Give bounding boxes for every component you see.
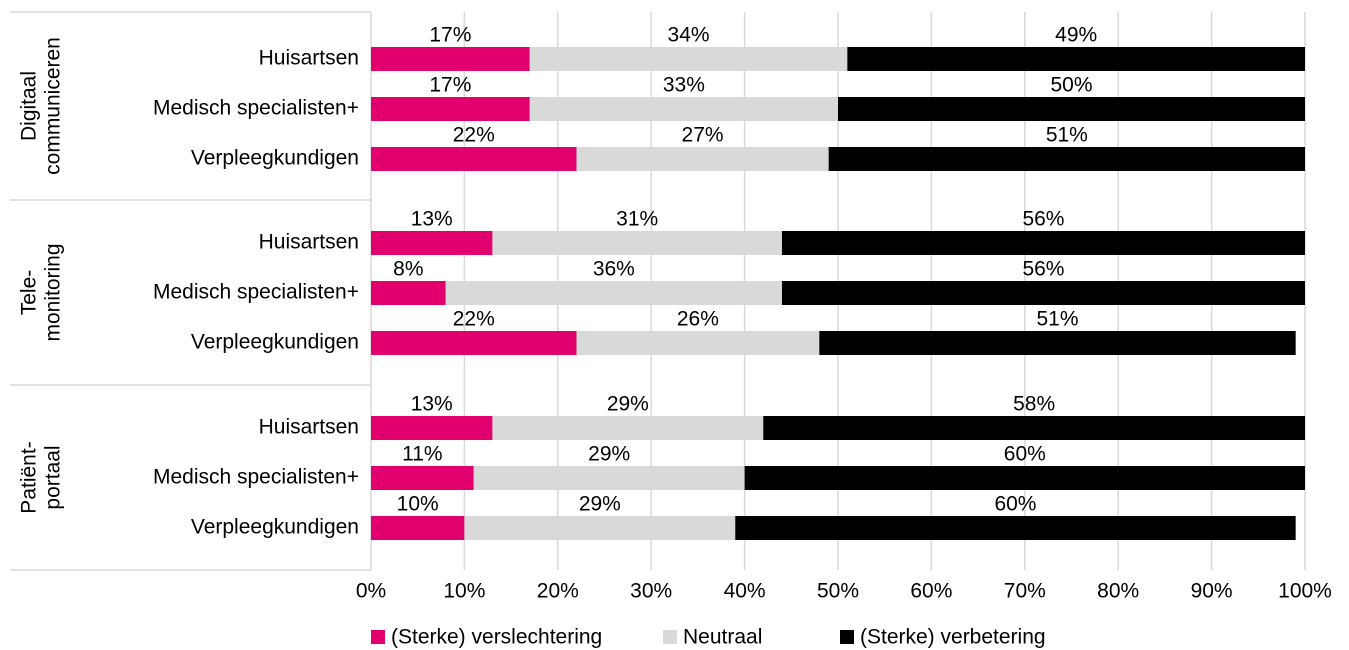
y-tick-label: Medisch specialisten+ [153,281,359,304]
bar-segment [819,331,1296,355]
legend-label: (Sterke) verslechtering [391,626,602,649]
y-tick-label: Medisch specialisten+ [153,97,359,120]
legend-label: (Sterke) verbetering [860,626,1046,649]
group-label: communiceren [42,37,65,175]
x-tick-label: 90% [1191,580,1233,603]
x-tick-label: 50% [817,580,859,603]
legend-swatch [840,630,854,644]
x-tick-label: 20% [537,580,579,603]
bar-segment [576,147,829,171]
bar-segment [464,516,736,540]
value-label: 56% [1022,258,1064,281]
group-label: monitoring [42,243,65,341]
x-tick-label: 60% [910,580,952,603]
value-label: 13% [411,393,453,416]
x-tick-label: 40% [724,580,766,603]
bar-segment [838,97,1305,121]
value-label: 17% [429,24,471,47]
value-label: 17% [429,74,471,97]
value-label: 8% [393,258,423,281]
y-tick-label: Verpleegkundigen [191,331,359,354]
value-label: 29% [579,493,621,516]
group-label: Tele- [18,270,41,316]
bar-segment [492,231,782,255]
bar-segment [847,47,1305,71]
bar-segment [492,416,764,440]
bar-segment [371,231,493,255]
legend-swatch [371,630,385,644]
bar-segment [371,281,446,305]
group-label: Digitaal [18,71,41,141]
value-label: 56% [1022,208,1064,231]
value-label: 60% [994,493,1036,516]
bar-segment [371,466,474,490]
value-label: 10% [397,493,439,516]
bar-segment [576,331,820,355]
bar-segment [445,281,782,305]
x-tick-label: 0% [356,580,386,603]
y-tick-label: Medisch specialisten+ [153,466,359,489]
x-tick-label: 70% [1004,580,1046,603]
bar-segment [735,516,1296,540]
legend-label: Neutraal [683,626,762,649]
x-tick-label: 30% [630,580,672,603]
bar-segment [371,97,530,121]
bar-segment [529,47,848,71]
bar-segment [763,416,1305,440]
y-tick-label: Huisartsen [259,231,359,254]
value-label: 33% [663,74,705,97]
bar-segment [371,516,465,540]
value-label: 31% [616,208,658,231]
value-label: 11% [402,443,442,466]
bar-segment [828,147,1305,171]
value-label: 49% [1055,24,1097,47]
bar-segment [371,147,577,171]
value-label: 50% [1050,74,1092,97]
y-tick-label: Verpleegkundigen [191,147,359,170]
y-tick-label: Verpleegkundigen [191,516,359,539]
bar-segment [781,231,1305,255]
value-label: 58% [1013,393,1055,416]
bar-segment [473,466,745,490]
value-label: 22% [453,124,495,147]
value-label: 26% [677,308,719,331]
bar-segment [371,416,493,440]
y-tick-label: Huisartsen [259,47,359,70]
x-tick-label: 80% [1097,580,1139,603]
value-label: 51% [1036,308,1078,331]
value-label: 29% [607,393,649,416]
value-label: 34% [668,24,710,47]
bar-segment [529,97,838,121]
bar-segment [371,331,577,355]
bar-segment [744,466,1305,490]
value-label: 13% [411,208,453,231]
bar-segment [781,281,1305,305]
group-label: Patiënt- [18,441,41,513]
value-label: 27% [682,124,724,147]
value-label: 22% [453,308,495,331]
x-tick-label: 10% [443,580,485,603]
y-tick-label: Huisartsen [259,416,359,439]
value-label: 36% [593,258,635,281]
value-label: 29% [588,443,630,466]
x-tick-label: 100% [1278,580,1332,603]
value-label: 51% [1046,124,1088,147]
value-label: 60% [1004,443,1046,466]
bar-segment [371,47,530,71]
group-label: portaal [42,445,65,509]
legend-swatch [663,630,677,644]
